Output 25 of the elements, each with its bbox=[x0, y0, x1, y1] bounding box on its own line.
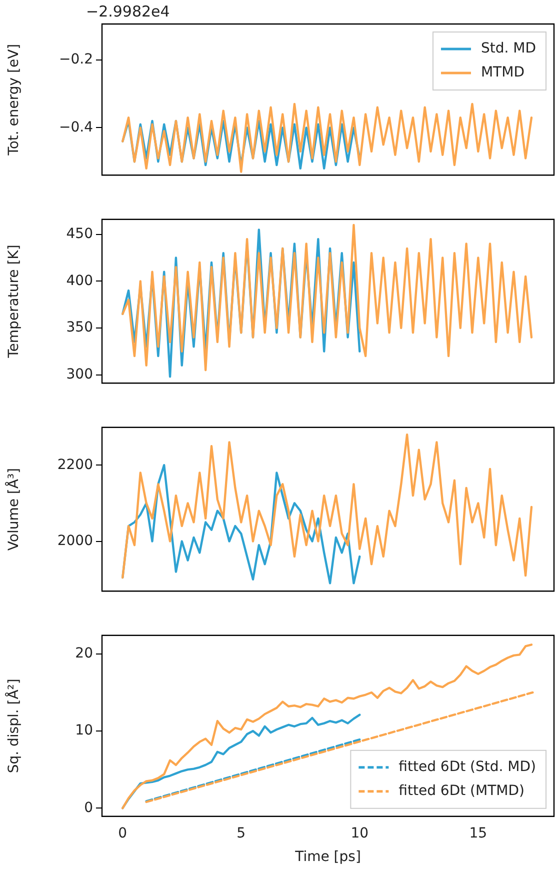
legend-label: fitted 6Dt (MTMD) bbox=[398, 783, 524, 800]
legend-label: Std. MD bbox=[480, 40, 536, 57]
y-axis-title: Sq. displ. [Å²] bbox=[5, 678, 22, 774]
x-axis-title: Time [ps] bbox=[294, 849, 361, 866]
y-tick-label: 400 bbox=[66, 272, 93, 289]
legend-label: fitted 6Dt (Std. MD) bbox=[398, 759, 536, 776]
y-tick-label: 2200 bbox=[57, 456, 93, 473]
x-tick-label: 10 bbox=[350, 825, 369, 842]
text: −2.9982e4 bbox=[86, 2, 170, 20]
x-tick-label: 0 bbox=[118, 825, 128, 842]
y-tick-label: 300 bbox=[66, 366, 93, 382]
y-tick-label: 20 bbox=[75, 646, 93, 662]
y-axis-title: Tot. energy [eV] bbox=[6, 44, 22, 156]
y-tick-label: 2000 bbox=[57, 532, 93, 549]
x-tick-label: 15 bbox=[469, 825, 488, 842]
x-tick-label: 5 bbox=[236, 825, 246, 842]
y-axis-title: Temperature [K] bbox=[6, 244, 22, 359]
y-tick-label: 350 bbox=[66, 320, 93, 336]
y-axis-title: Volume [Å³] bbox=[5, 468, 22, 551]
y-tick-label: −0.2 bbox=[59, 52, 93, 68]
y-tick-label: 10 bbox=[75, 722, 93, 739]
legend-label: MTMD bbox=[480, 64, 524, 81]
y-tick-label: −0.4 bbox=[59, 119, 94, 136]
y-tick-label: 450 bbox=[66, 226, 93, 242]
y-tick-label: 0 bbox=[84, 800, 93, 816]
